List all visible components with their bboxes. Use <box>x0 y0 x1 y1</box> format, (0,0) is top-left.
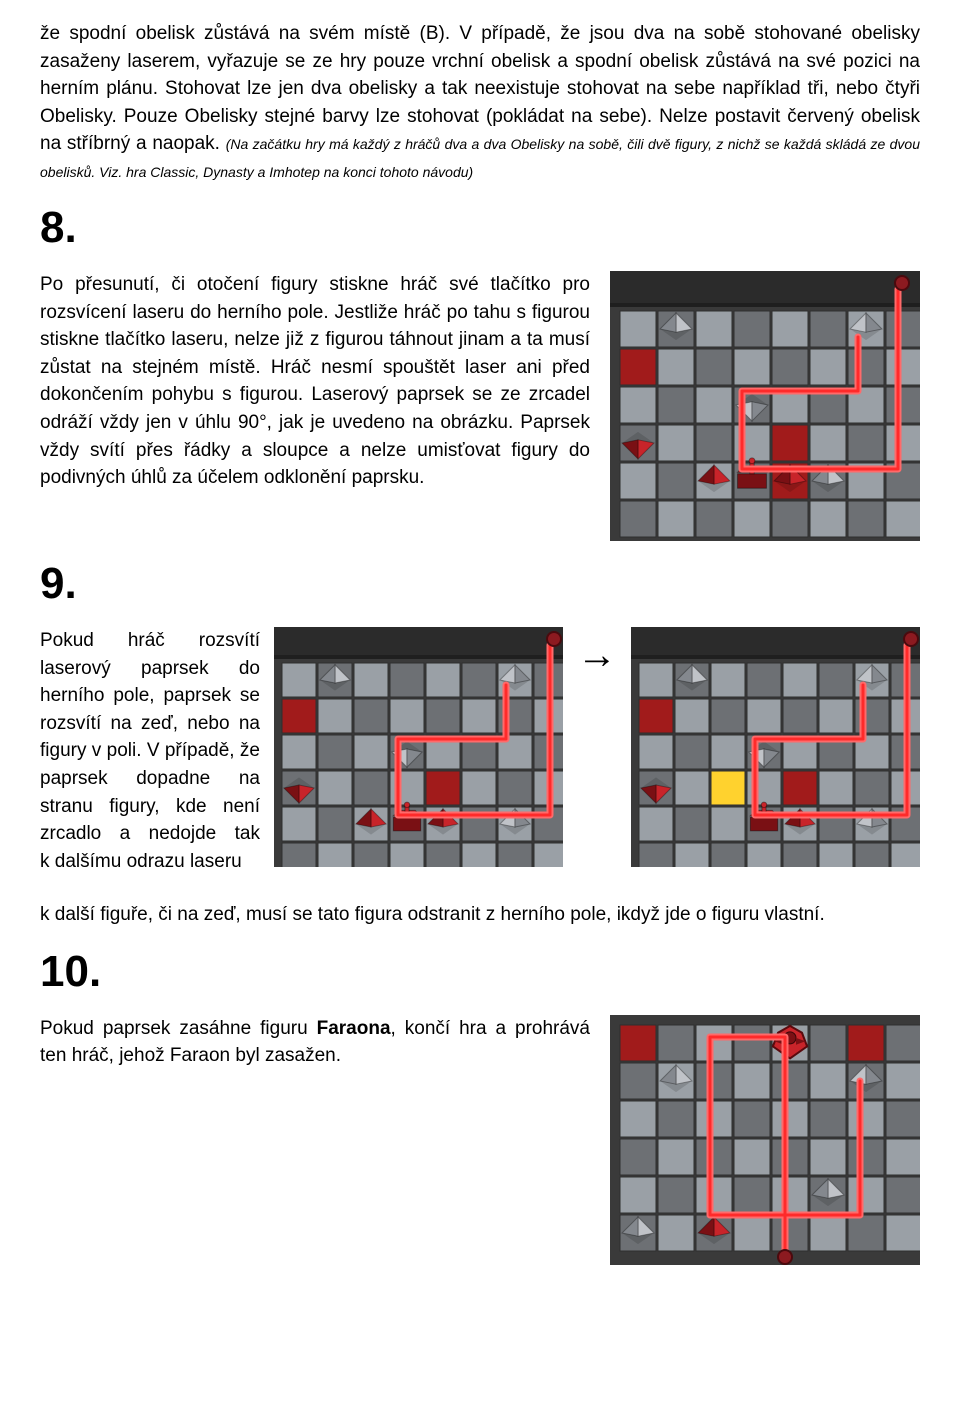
arrow-icon: → <box>577 635 617 675</box>
board-9b-figure <box>631 627 920 867</box>
board-8-figure <box>610 271 920 541</box>
section-9-row: Pokud hráč rozsvítí laserový paprsek do … <box>40 627 920 887</box>
section-10-text-col: Pokud paprsek zasáhne figuru Faraona, ko… <box>40 1015 590 1082</box>
intro-text: že spodní obelisk zůstává na svém místě … <box>40 23 920 154</box>
section-9-number: 9. <box>40 559 920 609</box>
intro-paragraph: že spodní obelisk zůstává na svém místě … <box>40 20 920 185</box>
section-10-text-a: Pokud paprsek zasáhne figuru <box>40 1018 317 1039</box>
section-9-text-b: k další figuře, či na zeď, musí se tato … <box>40 901 920 929</box>
section-10-text-bold: Faraona <box>317 1018 391 1039</box>
section-10-text: Pokud paprsek zasáhne figuru Faraona, ko… <box>40 1015 590 1070</box>
board-9a-figure <box>274 627 563 867</box>
section-9-text-col: Pokud hráč rozsvítí laserový paprsek do … <box>40 627 260 887</box>
section-8-row: Po přesunutí, či otočení figury stiskne … <box>40 271 920 541</box>
board-10-figure <box>610 1015 920 1265</box>
section-9-text-a: Pokud hráč rozsvítí laserový paprsek do … <box>40 627 260 875</box>
section-8-text: Po přesunutí, či otočení figury stiskne … <box>40 271 590 491</box>
section-8-text-col: Po přesunutí, či otočení figury stiskne … <box>40 271 590 503</box>
section-10-number: 10. <box>40 947 920 997</box>
section-10-row: Pokud paprsek zasáhne figuru Faraona, ko… <box>40 1015 920 1265</box>
section-8-number: 8. <box>40 203 920 253</box>
